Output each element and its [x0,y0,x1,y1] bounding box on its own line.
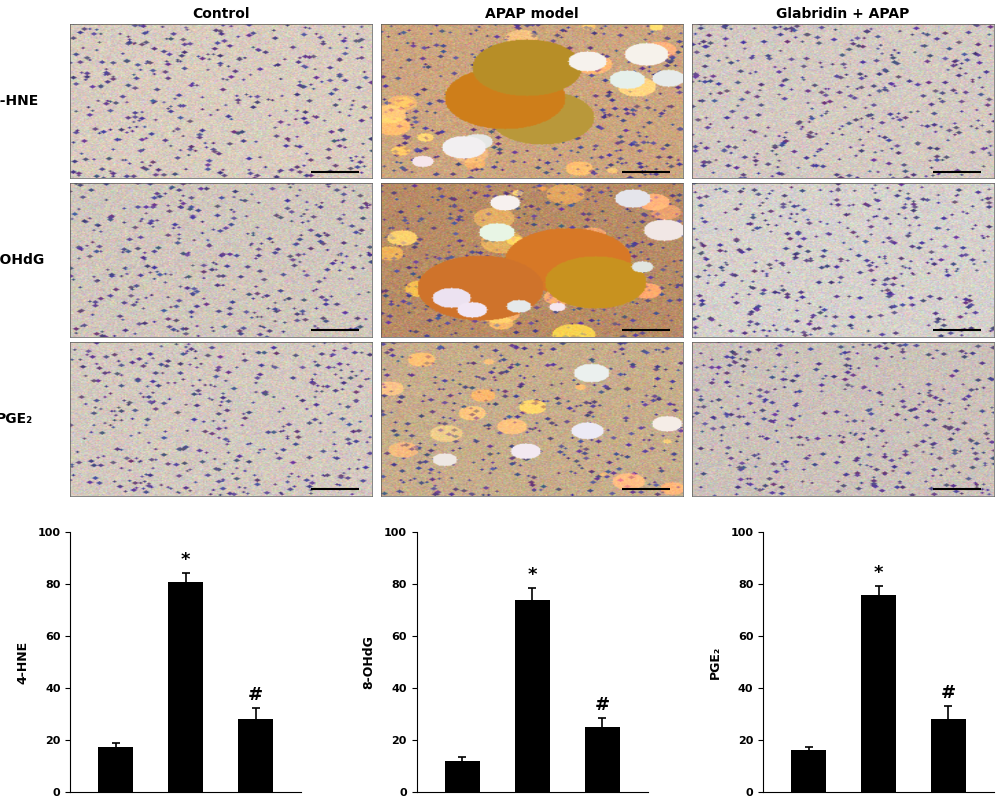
Title: Glabridin + APAP: Glabridin + APAP [775,7,909,22]
Bar [584,727,619,792]
Text: #: # [594,696,609,714]
Bar [444,761,479,792]
Title: APAP model: APAP model [484,7,579,22]
Bar [98,746,133,792]
Bar [169,582,203,792]
Text: *: * [873,564,883,582]
Text: *: * [527,566,537,584]
Bar [515,600,549,792]
Bar [930,719,965,792]
Title: Control: Control [193,7,250,22]
Bar [238,719,273,792]
Text: #: # [940,685,955,702]
Bar [861,594,895,792]
Text: #: # [248,686,263,704]
Y-axis label: PGE₂: PGE₂ [0,412,33,426]
Y-axis label: 8-OHdG: 8-OHdG [0,253,45,267]
Y-axis label: 4-HNE: 4-HNE [0,94,39,108]
Y-axis label: 8-OHdG: 8-OHdG [362,635,375,689]
Y-axis label: 4-HNE: 4-HNE [16,641,29,684]
Text: *: * [181,550,191,569]
Y-axis label: PGE₂: PGE₂ [708,646,721,678]
Bar [790,750,825,792]
